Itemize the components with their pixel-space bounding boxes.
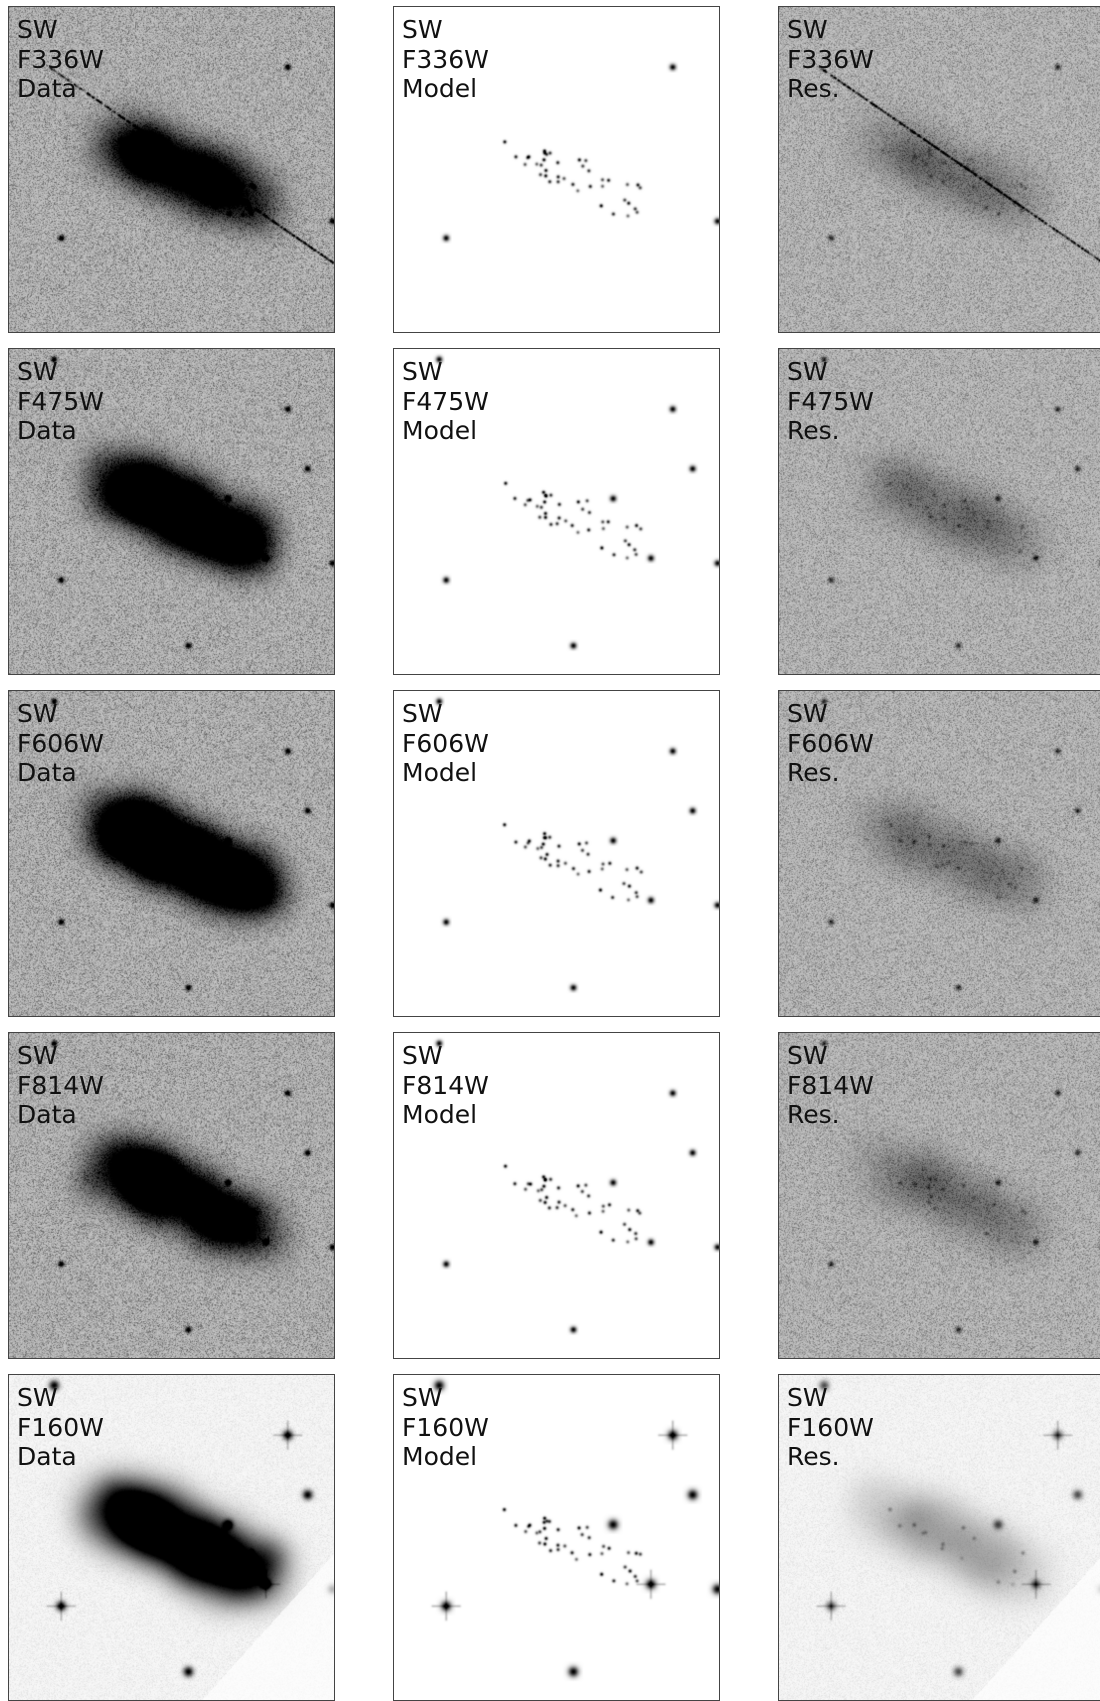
kind-label: Res. [787, 74, 840, 103]
panel-f475w-res: SW F475W Res. [778, 348, 1100, 675]
region-label: SW [402, 1041, 443, 1070]
kind-label: Data [17, 74, 77, 103]
panel-label: SW F475W Res. [787, 357, 874, 446]
image-canvas [9, 349, 334, 674]
panel-label: SW F814W Data [17, 1041, 104, 1130]
panel-f336w-res: SW F336W Res. [778, 6, 1100, 333]
kind-label: Res. [787, 758, 840, 787]
filter-label: F606W [787, 728, 874, 758]
image-canvas [9, 7, 334, 332]
kind-label: Data [17, 1442, 77, 1471]
kind-label: Model [402, 1100, 478, 1129]
region-label: SW [17, 699, 58, 728]
panel-label: SW F814W Res. [787, 1041, 874, 1130]
region-label: SW [787, 357, 828, 386]
region-label: SW [402, 1383, 443, 1412]
filter-label: F475W [402, 386, 489, 416]
filter-label: F475W [787, 386, 874, 416]
kind-label: Model [402, 1442, 478, 1471]
panel-f814w-data: SW F814W Data [8, 1032, 335, 1359]
panel-label: SW F606W Model [402, 699, 489, 788]
image-canvas [779, 7, 1100, 332]
region-label: SW [17, 1041, 58, 1070]
panel-f475w-data: SW F475W Data [8, 348, 335, 675]
panel-label: SW F160W Data [17, 1383, 104, 1472]
panel-f475w-model: SW F475W Model [393, 348, 720, 675]
panel-f336w-model: SW F336W Model [393, 6, 720, 333]
panel-label: SW F606W Res. [787, 699, 874, 788]
region-label: SW [787, 699, 828, 728]
image-canvas [9, 1375, 334, 1700]
region-label: SW [17, 357, 58, 386]
panel-f160w-res: SW F160W Res. [778, 1374, 1100, 1701]
region-label: SW [402, 699, 443, 728]
panel-label: SW F814W Model [402, 1041, 489, 1130]
panel-label: SW F160W Model [402, 1383, 489, 1472]
panel-f160w-data: SW F160W Data [8, 1374, 335, 1701]
panel-f606w-res: SW F606W Res. [778, 690, 1100, 1017]
kind-label: Model [402, 416, 478, 445]
panel-label: SW F606W Data [17, 699, 104, 788]
region-label: SW [787, 1383, 828, 1412]
panel-label: SW F475W Model [402, 357, 489, 446]
image-canvas [394, 349, 719, 674]
image-canvas [779, 349, 1100, 674]
filter-label: F606W [402, 728, 489, 758]
filter-label: F814W [787, 1070, 874, 1100]
filter-label: F336W [787, 44, 874, 74]
filter-label: F475W [17, 386, 104, 416]
region-label: SW [402, 15, 443, 44]
region-label: SW [17, 1383, 58, 1412]
panel-f814w-res: SW F814W Res. [778, 1032, 1100, 1359]
filter-label: F606W [17, 728, 104, 758]
panel-label: SW F336W Model [402, 15, 489, 104]
filter-label: F336W [17, 44, 104, 74]
region-label: SW [402, 357, 443, 386]
kind-label: Data [17, 1100, 77, 1129]
kind-label: Res. [787, 416, 840, 445]
region-label: SW [787, 15, 828, 44]
kind-label: Model [402, 74, 478, 103]
panel-f814w-model: SW F814W Model [393, 1032, 720, 1359]
kind-label: Model [402, 758, 478, 787]
panel-f606w-data: SW F606W Data [8, 690, 335, 1017]
region-label: SW [787, 1041, 828, 1070]
filter-label: F160W [402, 1412, 489, 1442]
kind-label: Data [17, 416, 77, 445]
panel-f606w-model: SW F606W Model [393, 690, 720, 1017]
panel-f336w-data: SW F336W Data [8, 6, 335, 333]
image-canvas [394, 1375, 719, 1700]
kind-label: Res. [787, 1442, 840, 1471]
kind-label: Data [17, 758, 77, 787]
filter-label: F160W [787, 1412, 874, 1442]
image-canvas [779, 1375, 1100, 1700]
panel-label: SW F336W Res. [787, 15, 874, 104]
image-canvas [394, 1033, 719, 1358]
filter-label: F814W [17, 1070, 104, 1100]
panel-label: SW F475W Data [17, 357, 104, 446]
region-label: SW [17, 15, 58, 44]
filter-label: F336W [402, 44, 489, 74]
image-canvas [779, 691, 1100, 1016]
image-canvas [9, 1033, 334, 1358]
image-canvas [394, 691, 719, 1016]
filter-label: F814W [402, 1070, 489, 1100]
image-canvas [394, 7, 719, 332]
panel-f160w-model: SW F160W Model [393, 1374, 720, 1701]
filter-label: F160W [17, 1412, 104, 1442]
kind-label: Res. [787, 1100, 840, 1129]
panel-label: SW F160W Res. [787, 1383, 874, 1472]
image-canvas [9, 691, 334, 1016]
panel-label: SW F336W Data [17, 15, 104, 104]
image-canvas [779, 1033, 1100, 1358]
